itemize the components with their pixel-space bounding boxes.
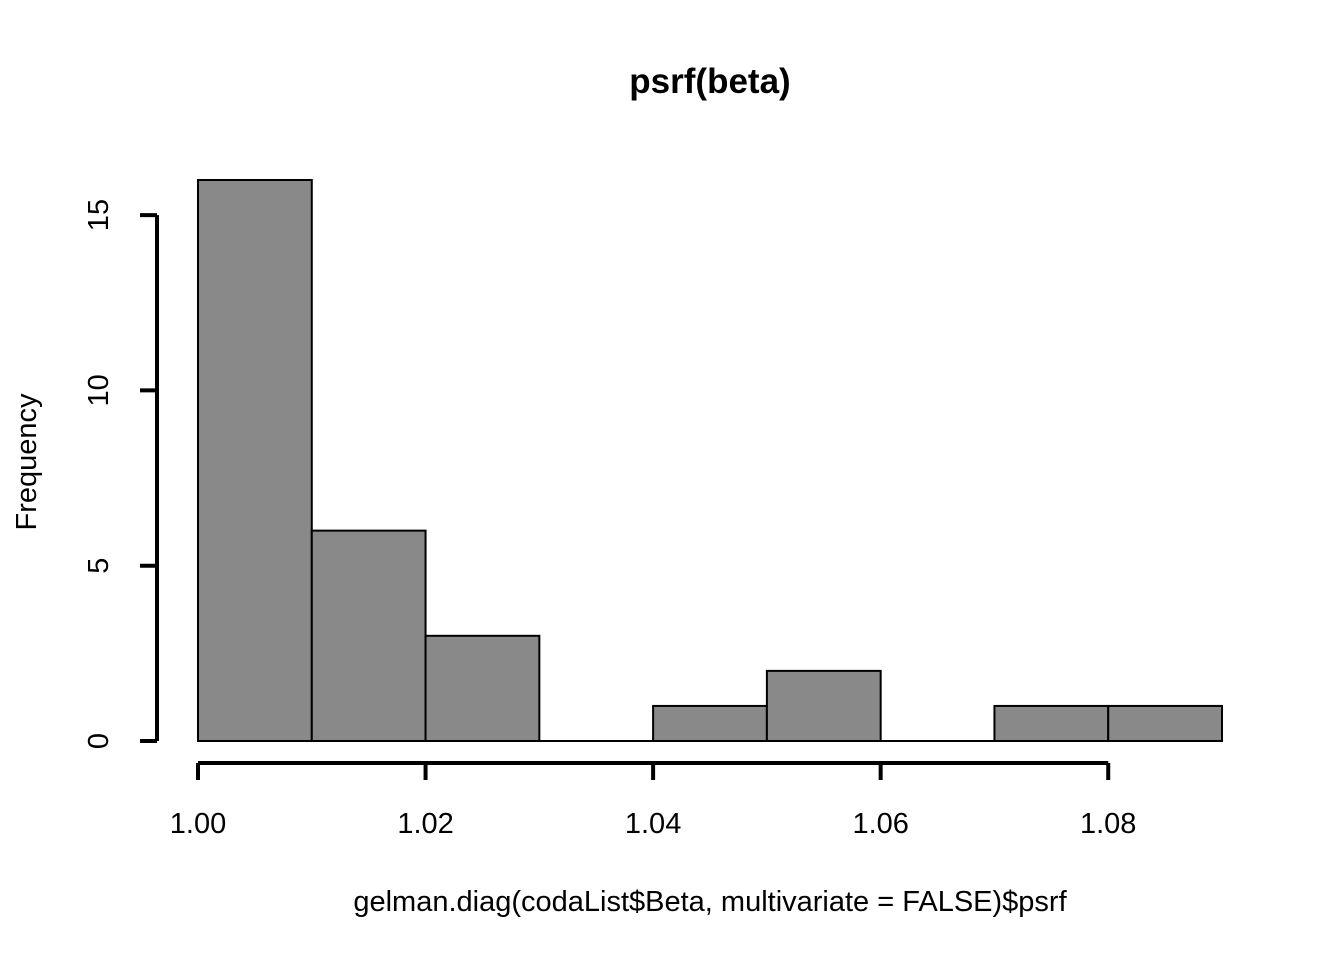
x-axis-label: gelman.diag(codaList$Beta, multivariate … (353, 886, 1067, 918)
histogram-bar-4 (652, 704, 768, 742)
histogram-bar-5 (765, 669, 882, 742)
y-axis-label: Frequency (11, 393, 43, 531)
y-tick-label-2: 10 (83, 374, 115, 406)
x-axis: 1.00 1.02 1.04 1.06 1.08 (170, 761, 1136, 840)
histogram-bar-1 (310, 529, 427, 742)
histogram-bar-0 (197, 179, 313, 742)
x-tick-label-0: 1.00 (170, 808, 226, 840)
histogram-bar-7 (993, 704, 1110, 742)
y-tick-label-3: 15 (83, 199, 115, 231)
x-tick-label-4: 1.08 (1080, 808, 1136, 840)
y-axis: 0 5 10 15 (83, 199, 159, 749)
x-tick-label-1: 1.02 (397, 808, 453, 840)
x-tick-label-3: 1.06 (852, 808, 908, 840)
histogram-bar-2 (424, 634, 541, 742)
y-tick-label-0: 0 (83, 733, 115, 749)
chart-title: psrf(beta) (629, 62, 790, 101)
histogram-bars (197, 179, 1223, 742)
x-tick-label-2: 1.04 (625, 808, 681, 840)
histogram-bar-8 (1107, 704, 1223, 742)
y-tick-label-1: 5 (83, 558, 115, 574)
